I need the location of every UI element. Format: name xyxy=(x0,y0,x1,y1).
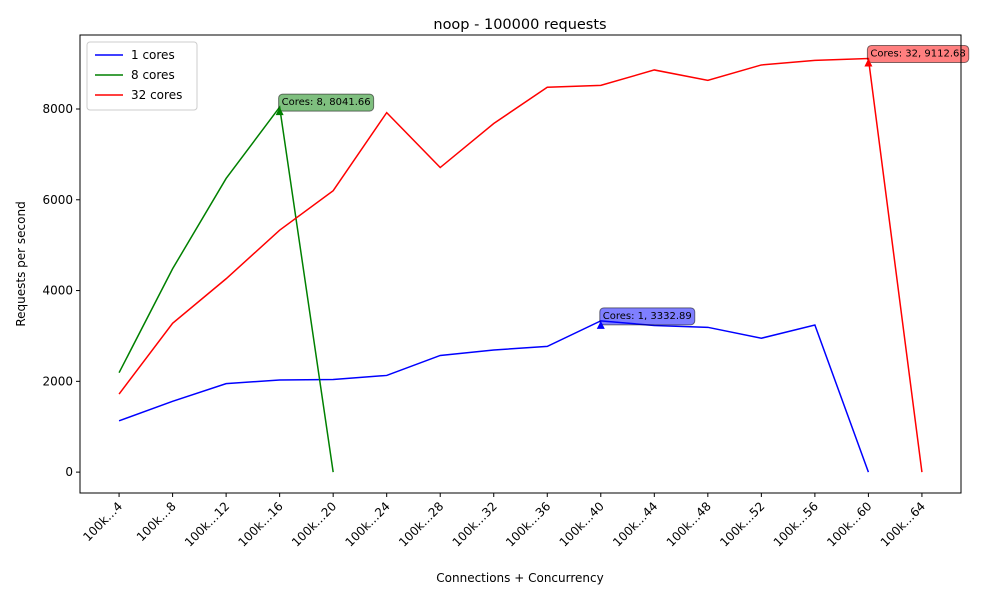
y-tick-label: 8000 xyxy=(42,102,73,116)
annotation-arrow xyxy=(596,320,605,329)
annotation: Cores: 32, 9112.68 xyxy=(864,44,970,67)
annotation-box xyxy=(866,44,970,63)
y-tick-label: 0 xyxy=(65,465,73,479)
line-series xyxy=(118,57,923,473)
legend-label: 8 cores xyxy=(131,68,175,82)
y-axis-label: Requests per second xyxy=(14,201,28,326)
legend-label: 32 cores xyxy=(131,88,182,102)
annotation-box xyxy=(278,93,375,112)
line-series xyxy=(118,320,870,473)
legend-box xyxy=(86,41,198,111)
annotation-text: Cores: 8, 8041.66 xyxy=(282,97,371,108)
y-tick-label: 4000 xyxy=(42,284,73,298)
annotation-arrow xyxy=(864,58,873,67)
annotation-text: Cores: 1, 3332.89 xyxy=(603,311,692,322)
legend-label: 1 cores xyxy=(131,48,175,62)
line-series xyxy=(118,105,334,473)
plot-frame xyxy=(79,34,962,494)
chart-title: noop - 100000 requests xyxy=(433,17,606,33)
y-tick-label: 6000 xyxy=(42,193,73,207)
annotation: Cores: 1, 3332.89 xyxy=(596,307,696,329)
annotation-box xyxy=(599,307,696,326)
annotation-arrow xyxy=(275,107,284,116)
annotation: Cores: 8, 8041.66 xyxy=(275,93,375,116)
x-axis-label: Connections + Concurrency xyxy=(436,571,603,585)
annotation-text: Cores: 32, 9112.68 xyxy=(870,48,965,59)
y-tick-label: 2000 xyxy=(42,374,73,388)
